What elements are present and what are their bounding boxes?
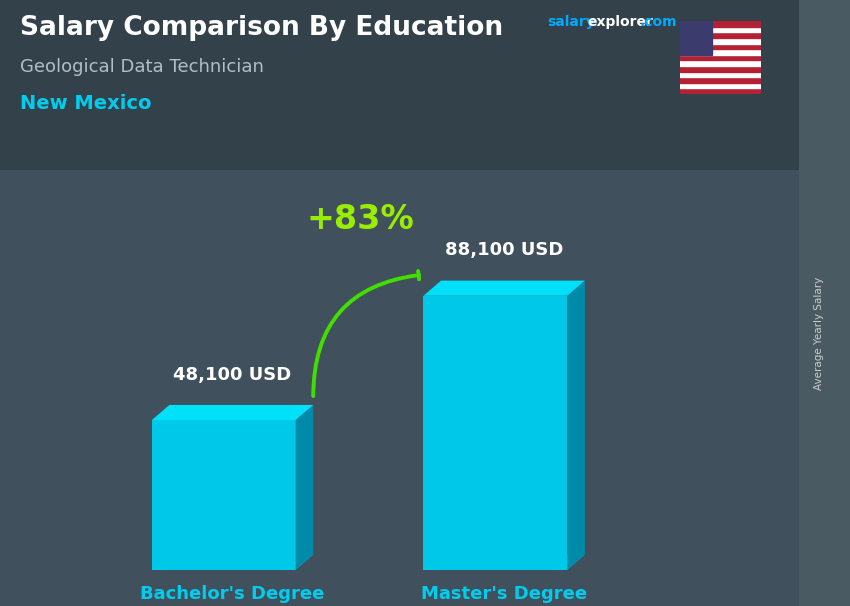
Text: +83%: +83%	[307, 204, 414, 236]
Polygon shape	[152, 405, 313, 420]
Polygon shape	[296, 405, 313, 570]
Text: explorer: explorer	[587, 15, 653, 29]
Bar	[680, 66, 761, 72]
Text: .com: .com	[639, 15, 677, 29]
Polygon shape	[423, 281, 585, 296]
Text: Bachelor's Degree: Bachelor's Degree	[140, 585, 325, 603]
Polygon shape	[567, 281, 585, 570]
Bar	[680, 49, 761, 55]
Text: Average Yearly Salary: Average Yearly Salary	[814, 277, 824, 390]
Polygon shape	[423, 554, 585, 570]
Polygon shape	[152, 554, 313, 570]
Bar	[680, 38, 761, 44]
Text: 88,100 USD: 88,100 USD	[445, 241, 564, 259]
Polygon shape	[152, 420, 296, 570]
Bar	[680, 27, 761, 32]
Polygon shape	[0, 0, 799, 170]
Bar	[680, 21, 761, 27]
Bar	[680, 88, 761, 94]
Bar	[680, 44, 761, 49]
Text: Geological Data Technician: Geological Data Technician	[20, 58, 263, 76]
Bar	[680, 83, 761, 88]
Bar	[680, 55, 761, 61]
Polygon shape	[0, 170, 799, 606]
Text: New Mexico: New Mexico	[20, 94, 151, 113]
Polygon shape	[423, 296, 567, 570]
Bar	[680, 77, 761, 83]
Bar	[680, 61, 761, 66]
Text: Salary Comparison By Education: Salary Comparison By Education	[20, 15, 503, 41]
Bar	[680, 32, 761, 38]
Text: Master's Degree: Master's Degree	[421, 585, 587, 603]
Text: 48,100 USD: 48,100 USD	[173, 366, 292, 384]
Bar	[680, 72, 761, 77]
Text: salary: salary	[547, 15, 595, 29]
Bar	[680, 21, 712, 55]
